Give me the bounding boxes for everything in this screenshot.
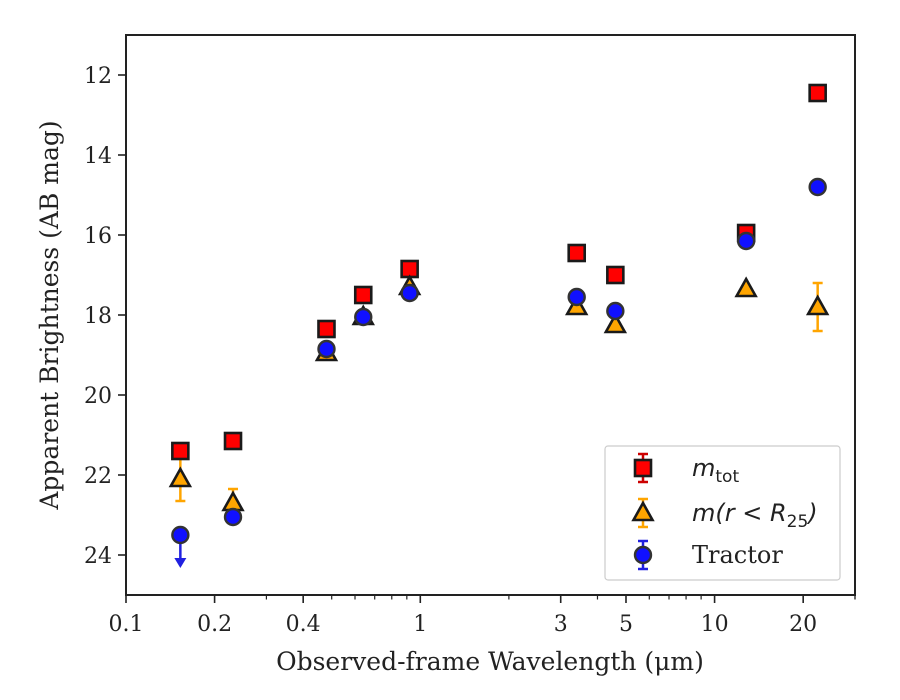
legend-label: m(r < R25) [692, 499, 818, 532]
x-tick-label: 1 [413, 612, 427, 637]
y-axis-label: Apparent Brightness (AB mag) [35, 120, 64, 510]
legend-marker-square [633, 458, 653, 478]
x-tick-label: 3 [554, 612, 568, 637]
data-point-square [171, 441, 190, 461]
data-point-circle [171, 525, 190, 545]
data-point-circle [736, 231, 756, 251]
legend-marker-triangle [631, 500, 655, 522]
x-tick-label: 0.4 [286, 612, 321, 637]
upper-limit-arrowhead [174, 558, 187, 568]
legend-entries: mtot m(r < R25) Tractor [631, 452, 818, 571]
x-tick-label: 5 [619, 612, 633, 637]
x-tick-label: 10 [701, 612, 729, 637]
data-point-circle [808, 177, 827, 197]
data-point-square [317, 319, 336, 339]
data-point-circle [567, 287, 586, 307]
data-point-circle [223, 507, 243, 527]
y-tick-label: 16 [84, 224, 112, 249]
data-point-circle [354, 307, 373, 327]
x-tick-label: 0.1 [109, 612, 144, 637]
ticks-layer: 0.1 0.2 0.4 1 3 5 10 20 12 14 16 18 20 22 24 [84, 64, 856, 637]
legend: mtot m(r < R25) Tractor [604, 445, 841, 581]
data-point-square [353, 285, 373, 305]
data-point-square [606, 265, 625, 285]
y-tick-label: 20 [84, 384, 112, 409]
y-tick-label: 14 [84, 144, 112, 169]
data-point-circle [317, 339, 336, 359]
legend-marker-circle [633, 545, 653, 565]
x-tick-label: 0.2 [197, 612, 232, 637]
data-point-square [223, 431, 243, 451]
y-tick-label: 18 [84, 304, 112, 329]
data-point-triangle [805, 294, 830, 316]
legend-label: mtot [692, 454, 739, 487]
x-tick-label: 20 [789, 612, 817, 637]
y-tick-label: 22 [84, 464, 112, 489]
plot-frame [125, 34, 856, 596]
data-point-triangle [603, 312, 628, 334]
legend-box [604, 445, 841, 581]
marker-layer [168, 83, 830, 545]
data-point-square [808, 83, 827, 103]
data-point-circle [606, 301, 625, 321]
data-point-triangle [168, 466, 193, 488]
data-point-square [567, 243, 587, 263]
y-tick-label: 24 [84, 544, 112, 569]
x-axis-label: Observed-frame Wavelength (μm) [276, 647, 704, 676]
data-point-triangle [734, 276, 758, 298]
legend-label: Tractor [692, 541, 783, 569]
data-point-circle [400, 283, 419, 303]
y-tick-label: 12 [84, 64, 112, 89]
